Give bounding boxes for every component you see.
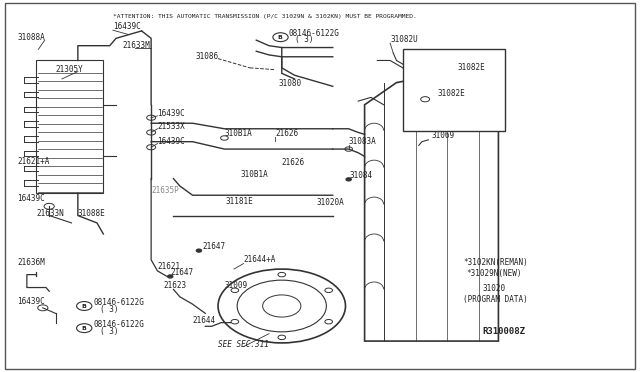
Text: 21636M: 21636M	[17, 259, 45, 267]
Circle shape	[196, 249, 202, 252]
Text: 31020: 31020	[483, 284, 506, 293]
Text: 21626: 21626	[275, 129, 298, 138]
Text: 21647: 21647	[170, 267, 193, 277]
Text: 21621+A: 21621+A	[17, 157, 50, 166]
Text: R310008Z: R310008Z	[483, 327, 525, 336]
Bar	[36, 61, 103, 193]
Bar	[403, 49, 505, 131]
Text: 16439C: 16439C	[17, 297, 45, 306]
Text: 31080: 31080	[278, 79, 301, 88]
Text: 08146-6122G: 08146-6122G	[288, 29, 339, 38]
Text: 21621: 21621	[157, 262, 180, 271]
Text: 08146-6122G: 08146-6122G	[94, 320, 145, 329]
Text: 21644: 21644	[193, 315, 216, 325]
Text: 31181E: 31181E	[226, 198, 253, 206]
Text: ( 3): ( 3)	[294, 35, 313, 44]
Text: 21626: 21626	[282, 158, 305, 167]
Circle shape	[346, 178, 351, 181]
Text: 31082U: 31082U	[390, 35, 418, 44]
Text: 31084: 31084	[350, 171, 373, 180]
Text: 21305Y: 21305Y	[56, 64, 83, 74]
Text: 08146-6122G: 08146-6122G	[94, 298, 145, 307]
Text: 21635P: 21635P	[151, 186, 179, 195]
Text: 31098Z: 31098Z	[467, 118, 494, 127]
Text: 21633M: 21633M	[122, 41, 150, 49]
Text: ( 3): ( 3)	[100, 327, 118, 336]
Text: 21644+A: 21644+A	[244, 255, 276, 264]
Text: 31086: 31086	[196, 52, 219, 61]
Text: 31088E: 31088E	[78, 209, 106, 218]
Text: B: B	[277, 35, 282, 40]
Text: *31029N(NEW): *31029N(NEW)	[467, 269, 522, 279]
Text: 31009: 31009	[225, 280, 248, 289]
Text: *ATTENTION: THIS AUTOMATIC TRANSMISSION (P/C 31029N & 3102KN) MUST BE PROGRAMMED: *ATTENTION: THIS AUTOMATIC TRANSMISSION …	[113, 14, 417, 19]
Text: 16439C: 16439C	[157, 137, 185, 145]
Text: B: B	[81, 326, 86, 331]
Text: 31020A: 31020A	[317, 198, 344, 207]
Text: 31088A: 31088A	[17, 33, 45, 42]
Text: 16439C: 16439C	[113, 22, 141, 31]
Text: 31069: 31069	[431, 131, 454, 140]
Text: 310B1A: 310B1A	[241, 170, 268, 179]
Text: 21623: 21623	[164, 280, 187, 289]
Text: 31082E: 31082E	[438, 89, 466, 97]
Text: 21533X: 21533X	[157, 122, 185, 131]
Circle shape	[168, 275, 173, 278]
Text: ( 3): ( 3)	[100, 305, 118, 314]
Text: B: B	[81, 304, 86, 309]
Text: 31082E: 31082E	[457, 63, 484, 72]
Text: 21647: 21647	[202, 242, 225, 251]
Text: 16439C: 16439C	[17, 194, 45, 203]
Text: 310B1A: 310B1A	[225, 129, 252, 138]
Text: 21633N: 21633N	[36, 209, 64, 218]
Text: SEE SEC.311: SEE SEC.311	[218, 340, 269, 349]
Text: (PROGRAM DATA): (PROGRAM DATA)	[463, 295, 528, 304]
Text: 31083A: 31083A	[349, 137, 376, 145]
Text: 16439C: 16439C	[157, 109, 185, 118]
Text: *3102KN(REMAN): *3102KN(REMAN)	[463, 259, 528, 267]
